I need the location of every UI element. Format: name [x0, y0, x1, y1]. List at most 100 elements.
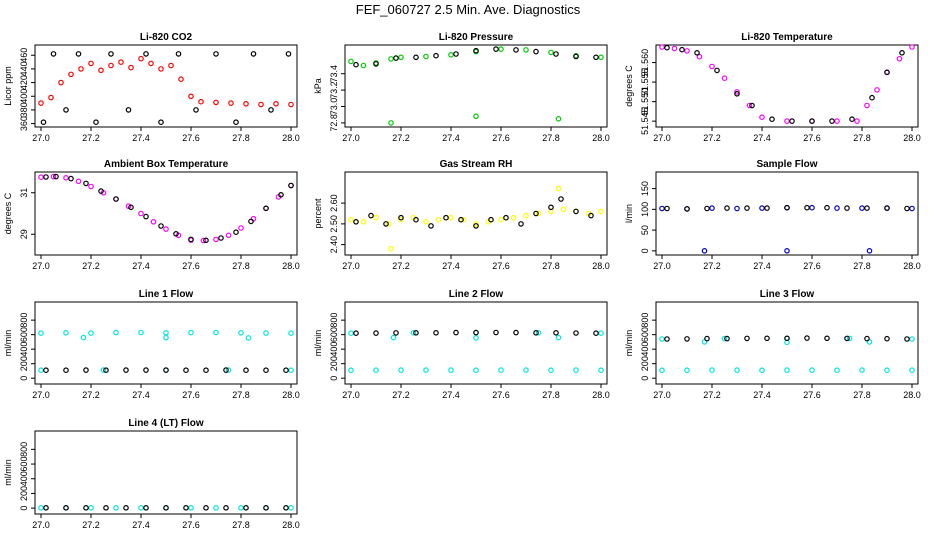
data-point	[864, 102, 870, 109]
data-point	[223, 504, 229, 511]
data-point	[43, 174, 49, 180]
y-axis-label: degrees C	[3, 192, 13, 234]
data-point	[724, 205, 730, 211]
data-point	[225, 367, 232, 373]
x-tick-label: 27.8	[542, 261, 560, 271]
data-point	[348, 367, 354, 374]
plot-frame	[34, 171, 298, 256]
data-point	[158, 66, 164, 72]
data-point	[844, 205, 850, 211]
data-point	[288, 101, 294, 108]
panel-grid: Li-820 CO2 Licor ppm 27.0 27.2 27.4 27.6 27.8 2…	[3, 32, 921, 530]
x-tick-label: 27.0	[32, 261, 50, 271]
data-point	[784, 367, 790, 373]
data-point	[198, 98, 204, 105]
data-point	[360, 62, 367, 69]
data-point	[448, 51, 454, 58]
data-point	[128, 64, 134, 71]
data-point	[473, 47, 479, 54]
data-point	[203, 237, 209, 244]
data-point	[353, 219, 359, 225]
data-point	[759, 114, 765, 121]
series-points	[664, 44, 905, 124]
y-tick-label: 50	[640, 225, 650, 235]
data-point	[704, 205, 710, 212]
y-tick-label: 51.560	[640, 49, 650, 77]
data-point	[348, 216, 354, 223]
data-point	[383, 221, 389, 227]
y-tick-label: 100	[640, 202, 650, 217]
data-point	[734, 367, 740, 373]
y-axis-label: ml/min	[3, 459, 13, 486]
y-tick-label: 200	[19, 486, 29, 501]
data-point	[138, 329, 144, 336]
data-point	[163, 504, 169, 511]
data-point	[88, 60, 94, 67]
data-point	[178, 76, 184, 83]
data-point	[348, 58, 354, 65]
chart-panel: Li-820 Pressure kPa 27.0 27.2 27.4 27.6 27.8 28…	[313, 32, 610, 143]
data-point	[789, 118, 795, 124]
data-point	[360, 219, 367, 225]
series-points	[38, 504, 294, 511]
x-tick-label: 27.0	[32, 390, 50, 400]
data-point	[63, 504, 69, 511]
x-tick-label: 27.4	[442, 390, 460, 400]
data-point	[243, 101, 249, 107]
data-point	[443, 214, 449, 221]
chart-panel: Sample Flow l/min 27.0 27.2 27.4 27.6 27.8 28.0…	[624, 159, 921, 271]
x-tick-label: 27.6	[803, 133, 821, 143]
data-point	[433, 52, 439, 59]
series-points	[38, 173, 294, 244]
y-tick-label: 200	[329, 356, 339, 371]
plot-frame	[344, 301, 608, 385]
data-point	[553, 329, 559, 336]
y-tick-label: 460	[19, 48, 29, 63]
data-point	[448, 367, 454, 373]
data-point	[824, 204, 830, 211]
figure-title: FEF_060727 2.5 Min. Ave. Diagnostics	[356, 2, 581, 17]
x-tick-label: 27.8	[542, 133, 560, 143]
data-point	[88, 183, 94, 190]
y-tick-label: 51.555	[640, 68, 650, 96]
data-point	[573, 53, 579, 60]
x-tick-label: 27.2	[392, 133, 410, 143]
data-point	[659, 336, 665, 342]
y-tick-label: 51.545	[640, 107, 650, 135]
y-axis-label: ml/min	[313, 330, 323, 357]
data-point	[435, 216, 442, 223]
data-point	[696, 53, 703, 60]
data-point	[38, 504, 44, 511]
panel-title: Sample Flow	[756, 159, 817, 170]
data-point	[573, 208, 579, 215]
data-point	[83, 504, 89, 511]
data-point	[63, 329, 69, 336]
x-tick-label: 27.6	[182, 133, 200, 143]
y-tick-label: 600	[640, 327, 650, 342]
x-tick-label: 27.0	[32, 520, 50, 530]
data-point	[555, 334, 562, 341]
data-point	[413, 54, 419, 61]
data-point	[769, 116, 775, 123]
x-tick-label: 27.2	[82, 390, 100, 400]
x-tick-label: 27.4	[132, 520, 150, 530]
data-point	[714, 67, 720, 74]
data-point	[679, 46, 685, 53]
panel-title: Line 4 (LT) Flow	[128, 418, 204, 429]
data-point	[388, 246, 394, 252]
x-tick-label: 27.6	[492, 133, 510, 143]
y-tick-label: 0	[19, 506, 29, 511]
data-point	[213, 51, 219, 57]
data-point	[824, 335, 830, 342]
chart-panel: Line 2 Flow ml/min 27.0 27.2 27.4 27.6 27.8 28.…	[313, 289, 610, 400]
series-points	[664, 204, 910, 212]
data-point	[734, 89, 740, 95]
data-point	[671, 45, 678, 52]
data-point	[393, 55, 399, 61]
data-point	[48, 94, 54, 101]
y-tick-label: 200	[640, 356, 650, 371]
data-point	[518, 221, 524, 227]
data-point	[864, 335, 870, 342]
series-points	[659, 204, 915, 254]
